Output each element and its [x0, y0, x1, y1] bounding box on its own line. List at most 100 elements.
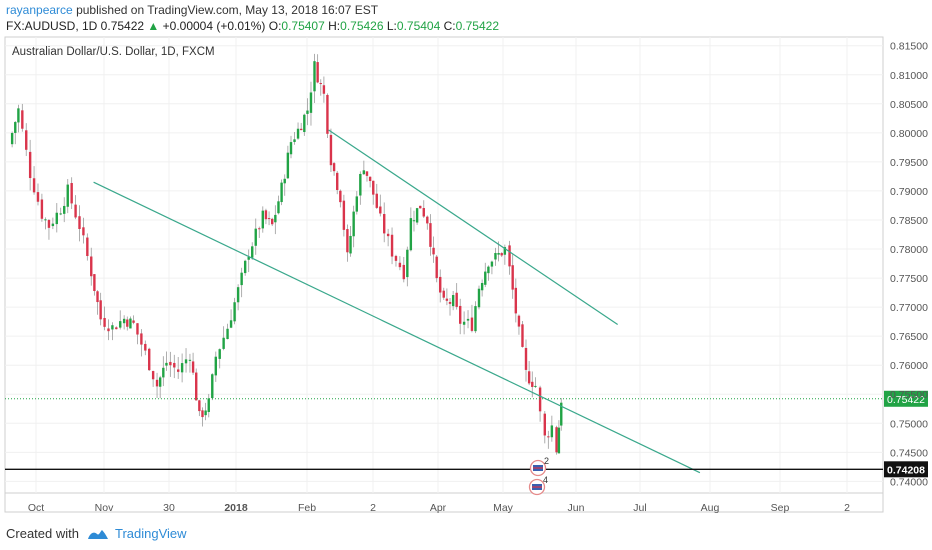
candle-body — [514, 287, 518, 314]
candle-body — [93, 274, 96, 292]
x-tick-label: 30 — [163, 502, 175, 514]
candle-body — [222, 337, 225, 349]
footer: Created with TradingView — [6, 526, 187, 541]
candle-body — [177, 369, 180, 372]
x-tick-label: 2018 — [224, 502, 248, 514]
candle-body — [126, 319, 129, 327]
last-price-label: 0.75422 — [887, 394, 925, 406]
candle-body — [236, 287, 240, 303]
y-tick-label: 0.78000 — [890, 244, 928, 256]
candle-body — [352, 211, 355, 237]
candle-body — [445, 298, 449, 301]
candle-body — [211, 374, 214, 399]
candle-body — [36, 192, 40, 202]
x-tick-label: Jul — [633, 502, 646, 514]
candle-body — [165, 362, 168, 366]
candle-body — [419, 205, 422, 209]
y-tick-label: 0.79000 — [890, 186, 928, 198]
tradingview-logo-icon — [87, 529, 108, 539]
y-tick-label: 0.81500 — [890, 41, 928, 53]
candle-body — [402, 264, 405, 280]
candle-body — [426, 216, 429, 224]
candle-body — [63, 205, 66, 214]
publish-info: rayanpearce published on TradingView.com… — [6, 3, 378, 17]
x-tick-label: May — [493, 502, 514, 514]
candle-body — [390, 234, 394, 257]
x-tick-label: Oct — [28, 502, 44, 514]
y-tick-label: 0.75500 — [890, 389, 928, 401]
candle-body — [86, 237, 89, 257]
event-marker-count: 2 — [544, 456, 549, 466]
y-tick-label: 0.78500 — [890, 215, 928, 227]
symbol-line-prefix: FX:AUDUSD, 1D 0.75422 — [6, 19, 145, 33]
candle-body — [247, 257, 250, 260]
candle-body — [296, 128, 300, 139]
candle-body — [286, 152, 290, 179]
candle-body — [96, 291, 99, 303]
candle-body — [412, 220, 416, 222]
candle-body — [386, 233, 390, 237]
candle-body — [534, 385, 537, 387]
candle-body — [451, 295, 455, 307]
candle-body — [274, 214, 277, 223]
candle-body — [494, 252, 497, 260]
candle-body — [25, 130, 28, 150]
price-axis[interactable]: 0.81500 0.81000 0.80500 0.80000 0.79500 0.790… — [890, 41, 928, 489]
candle-body — [406, 249, 409, 278]
candle-body — [21, 110, 24, 129]
candle-body — [251, 246, 254, 258]
candle-body — [375, 193, 378, 208]
candle-body — [521, 324, 524, 347]
candle-body — [422, 208, 425, 217]
created-with-text: Created with — [6, 526, 79, 541]
close-label: C: — [443, 19, 456, 33]
candle-body — [10, 132, 14, 145]
candle-body — [359, 173, 362, 196]
y-tick-label: 0.76000 — [890, 360, 928, 372]
tradingview-brand[interactable]: TradingView — [114, 526, 187, 541]
candle-body — [500, 253, 503, 256]
y-tick-label: 0.79500 — [890, 157, 928, 169]
x-tick-label: Jun — [568, 502, 585, 514]
candle-body — [70, 183, 73, 204]
candle-body — [560, 402, 563, 426]
trendline[interactable] — [328, 129, 618, 326]
candle-body — [339, 190, 342, 203]
candle-body — [28, 151, 32, 179]
candle-body — [480, 282, 484, 291]
candle-body — [503, 247, 507, 255]
candle-body — [557, 427, 561, 454]
time-axis[interactable]: Oct Nov 30 2018 Feb 2 Apr May Jun Jul Aug Sep 2 — [28, 502, 850, 514]
event-marker-count: 4 — [543, 475, 548, 485]
candle-body — [233, 302, 236, 322]
candle-body — [313, 61, 316, 92]
candle-body — [316, 62, 319, 83]
candle-body — [470, 317, 474, 331]
chart-panel[interactable]: 0.74208 0.75422 2 4 0.81500 0.81000 0.80500 0.… — [4, 36, 928, 514]
trendline[interactable] — [93, 181, 701, 474]
y-tick-label: 0.80500 — [890, 99, 928, 111]
author-link[interactable]: rayanpearce — [6, 3, 73, 17]
y-tick-label: 0.76500 — [890, 331, 928, 343]
candle-body — [466, 318, 470, 321]
candle-body — [218, 349, 221, 359]
event-marker-icon[interactable]: 2 — [529, 456, 550, 477]
candle-body — [487, 266, 490, 274]
candle-body — [169, 361, 172, 366]
change-text: +0.00004 (+0.01%) — [162, 19, 266, 33]
candle-body — [462, 321, 466, 325]
candle-body — [40, 199, 44, 219]
candle-body — [191, 361, 195, 373]
candle-body — [173, 362, 176, 368]
high-label: H: — [328, 19, 341, 33]
candle-body — [44, 219, 47, 221]
candle-body — [17, 108, 20, 123]
candle-body — [547, 436, 550, 438]
x-tick-label: Apr — [430, 502, 447, 514]
low-value: 0.75404 — [396, 19, 441, 33]
candle-body — [349, 235, 352, 254]
event-marker-icon[interactable]: 4 — [528, 475, 549, 496]
candle-body — [180, 363, 184, 373]
candle-body — [55, 212, 58, 225]
